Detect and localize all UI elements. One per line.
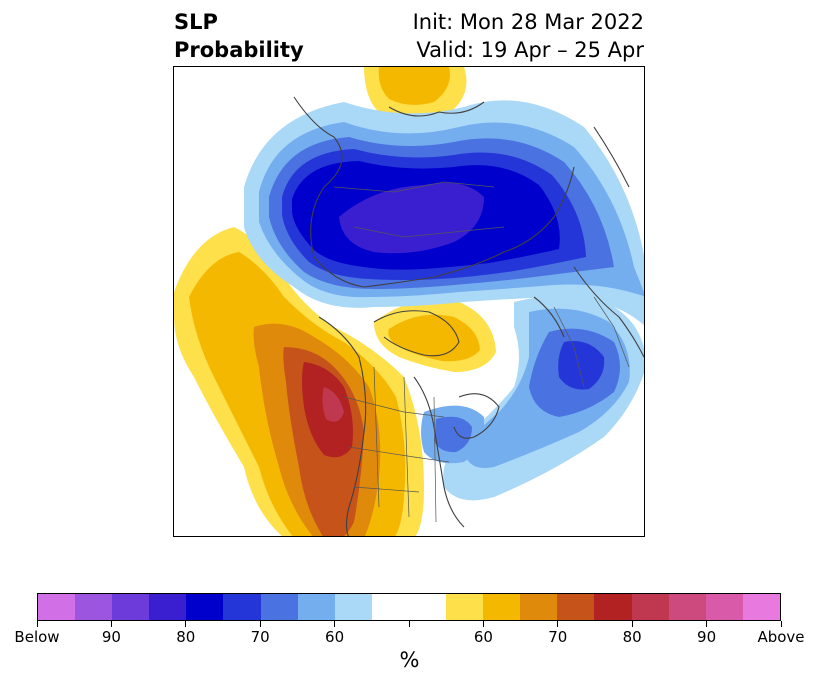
colorbar-segment: [75, 594, 113, 620]
probability-map: [173, 66, 645, 537]
political-borders: [333, 181, 630, 523]
colorbar-segment: [631, 594, 669, 620]
colorbar-labels: Below 90 80 70 60 60 70 80 90 Above: [0, 628, 819, 648]
colorbar-label: 70: [548, 628, 568, 646]
colorbar-segment: [260, 594, 298, 620]
colorbar-tick: [334, 621, 336, 627]
colorbar-label: 80: [622, 628, 642, 646]
colorbar-segment: [334, 594, 372, 620]
colorbar-segment: [668, 594, 706, 620]
colorbar-tick: [185, 621, 187, 627]
above-anomaly-west: [174, 227, 424, 536]
colorbar-label: 60: [325, 628, 345, 646]
colorbar-tick: [36, 621, 38, 627]
colorbar-label: 70: [250, 628, 270, 646]
below-anomaly-arctic: [244, 100, 644, 327]
metric-label: Probability: [174, 38, 304, 62]
colorbar-segment: [483, 594, 521, 620]
colorbar: [37, 593, 781, 621]
colorbar-unit: %: [399, 648, 420, 672]
colorbar-segment: [149, 594, 187, 620]
colorbar-segment: [186, 594, 224, 620]
colorbar-segment: [520, 594, 558, 620]
colorbar-tick: [557, 621, 559, 627]
colorbar-label: Below: [14, 628, 60, 646]
colorbar-segment: [705, 594, 743, 620]
map-canvas: [174, 67, 644, 536]
colorbar-tick: [408, 621, 410, 627]
colorbar-label: Above: [757, 628, 805, 646]
coastlines: [293, 96, 644, 536]
colorbar-label: 80: [176, 628, 196, 646]
colorbar-segment: [38, 594, 76, 620]
colorbar-tick: [259, 621, 261, 627]
colorbar-segment: [297, 594, 335, 620]
colorbar-tick: [706, 621, 708, 627]
colorbar-label: 90: [697, 628, 717, 646]
colorbar-tick: [631, 621, 633, 627]
colorbar-segment: [446, 594, 484, 620]
colorbar-label: 90: [101, 628, 121, 646]
colorbar-label: 60: [473, 628, 493, 646]
colorbar-segment: [408, 594, 447, 620]
colorbar-tick: [780, 621, 782, 627]
colorbar-ticks: [36, 621, 782, 629]
colorbar-tick: [110, 621, 112, 627]
colorbar-segment: [742, 594, 780, 620]
colorbar-tick: [482, 621, 484, 627]
valid-range: Valid: 19 Apr – 25 Apr: [416, 38, 644, 62]
variable-label: SLP: [174, 10, 218, 34]
init-date: Init: Mon 28 Mar 2022: [412, 10, 644, 34]
below-anomaly-atlantic: [421, 295, 644, 501]
colorbar-segment: [371, 594, 409, 620]
colorbar-segment: [594, 594, 632, 620]
colorbar-segment: [223, 594, 261, 620]
map-title: SLP Probability: [174, 8, 304, 64]
above-anomaly-hudson: [374, 299, 496, 372]
date-info: Init: Mon 28 Mar 2022 Valid: 19 Apr – 25…: [413, 8, 644, 64]
colorbar-segment: [112, 594, 150, 620]
colorbar-segment: [557, 594, 595, 620]
above-anomaly-arctic-top: [364, 67, 467, 122]
